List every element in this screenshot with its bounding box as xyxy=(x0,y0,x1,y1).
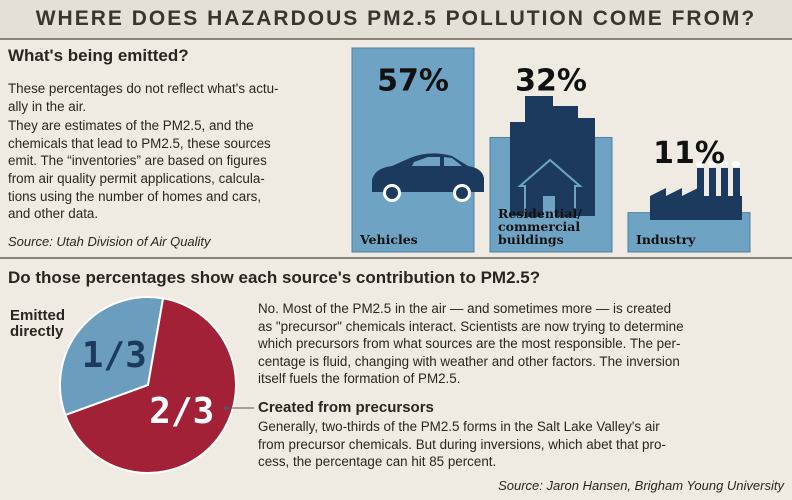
icon-shape xyxy=(386,187,398,199)
pie-slice xyxy=(64,297,237,474)
text-line: Generally, two-thirds of the PM2.5 forms… xyxy=(258,419,660,434)
bar xyxy=(351,47,475,253)
text-line: They are estimates of the PM2.5, and the xyxy=(8,118,254,134)
icon-shape xyxy=(412,157,440,166)
value-label: 32% xyxy=(515,64,587,99)
category-label: Vehicles xyxy=(360,232,418,247)
leader-dot xyxy=(224,406,228,410)
category-label: Emitted directly xyxy=(10,307,66,340)
icon-shape xyxy=(709,168,716,198)
value-label: 57% xyxy=(377,64,449,99)
contribution-text: No. Most of the PM2.5 in the air — and s… xyxy=(258,300,684,388)
emitted-text: These percentages do not reflect what's … xyxy=(8,80,279,223)
text-line: centage is fluid, changing with weather … xyxy=(258,353,680,369)
icons xyxy=(372,96,742,220)
text-line: from precursor chemicals. But during inv… xyxy=(258,436,666,452)
icon-shape xyxy=(733,168,740,198)
text-line: cess, the percentage can hit 85 percent. xyxy=(258,454,497,470)
text-line: No. Most of the PM2.5 in the air — and s… xyxy=(258,301,672,316)
source: Source: Utah Division of Air Quality xyxy=(8,234,211,249)
text-line: tions using the number of homes and cars… xyxy=(8,188,262,204)
text-line: and other data. xyxy=(8,206,99,222)
text-line: These percentages do not reflect what's … xyxy=(8,81,279,96)
text-line: ally in the air. xyxy=(8,98,87,114)
text-line: as "precursor" chemicals interact. Scien… xyxy=(258,318,684,334)
icon-shape xyxy=(721,168,728,198)
icon-shape xyxy=(697,168,704,198)
icon-shape xyxy=(517,158,583,219)
text-line: which precursors from what sources are t… xyxy=(258,336,681,352)
icon-shape xyxy=(573,118,595,216)
icon-shape xyxy=(732,161,740,167)
category-label: Created from precursors xyxy=(258,399,434,416)
category-label: Industry xyxy=(636,232,696,247)
section-heading: Do those percentages show each source's … xyxy=(8,268,541,287)
icon-shape xyxy=(720,161,728,167)
pie-slice xyxy=(59,296,165,417)
icon-shape xyxy=(650,188,742,220)
title: WHERE DOES HAZARDOUS PM2.5 POLLUTION COM… xyxy=(0,0,792,40)
precursor-text: Generally, two-thirds of the PM2.5 forms… xyxy=(258,418,666,471)
slice-label: 1/3 xyxy=(82,335,147,376)
icon-shape xyxy=(444,157,462,166)
section-heading: What's being emitted? xyxy=(8,46,189,65)
icon-shape xyxy=(696,161,704,167)
value-label: 11% xyxy=(653,136,725,171)
slice-label: 2/3 xyxy=(149,391,214,432)
icon-shape xyxy=(708,161,716,167)
icon-shape xyxy=(543,196,555,218)
text-line: itself fuels the formation of PM2.5. xyxy=(258,371,461,387)
text-line: chemicals that lead to PM2.5, these sour… xyxy=(8,135,271,151)
source: Source: Jaron Hansen, Brigham Young Univ… xyxy=(498,478,784,493)
text-line: emit. The “inventories” are based on fig… xyxy=(8,153,267,169)
text-line: from air quality permit applications, ca… xyxy=(8,170,265,186)
category-label: Residential/ commercial buildings xyxy=(498,206,582,247)
icon-shape xyxy=(456,187,468,199)
